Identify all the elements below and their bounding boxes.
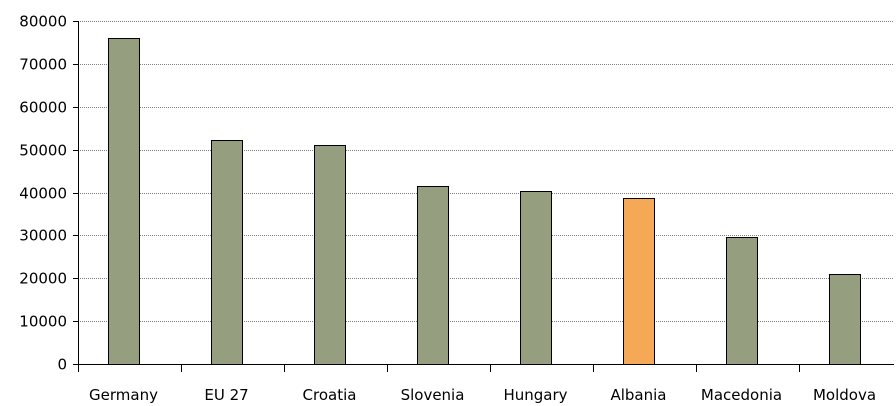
y-tick-label: 40000 <box>19 185 67 203</box>
y-tick-label: 10000 <box>19 313 67 331</box>
bar-hungary <box>520 191 552 365</box>
y-tick-label: 50000 <box>19 142 67 160</box>
bar-albania <box>623 198 655 365</box>
bar-croatia <box>314 145 346 365</box>
category-labels: Germany EU 27 Croatia Slovenia Hungary Albani… <box>89 386 876 404</box>
category-label: EU 27 <box>204 386 248 404</box>
axes <box>73 21 894 372</box>
category-label: Hungary <box>503 386 567 404</box>
y-tick-label: 0 <box>57 356 67 374</box>
bars <box>108 38 861 365</box>
bar-macedonia <box>726 237 758 365</box>
gridlines <box>78 21 894 322</box>
y-tick-label: 30000 <box>19 227 67 245</box>
category-label: Macedonia <box>701 386 782 404</box>
bar-moldova <box>829 274 861 365</box>
y-tick-label: 70000 <box>19 56 67 74</box>
category-label: Croatia <box>303 386 357 404</box>
y-tick-labels: 0 10000 20000 30000 40000 50000 60000 70000 8000… <box>19 13 67 374</box>
y-tick-label: 60000 <box>19 99 67 117</box>
category-label: Slovenia <box>401 386 465 404</box>
bar-slovenia <box>417 186 449 365</box>
bar-eu-27 <box>211 140 243 365</box>
category-label: Albania <box>610 386 666 404</box>
y-tick-label: 80000 <box>19 13 67 31</box>
category-label: Germany <box>89 386 158 404</box>
bar-germany <box>108 38 140 365</box>
y-tick-label: 20000 <box>19 270 67 288</box>
category-label: Moldova <box>813 386 876 404</box>
